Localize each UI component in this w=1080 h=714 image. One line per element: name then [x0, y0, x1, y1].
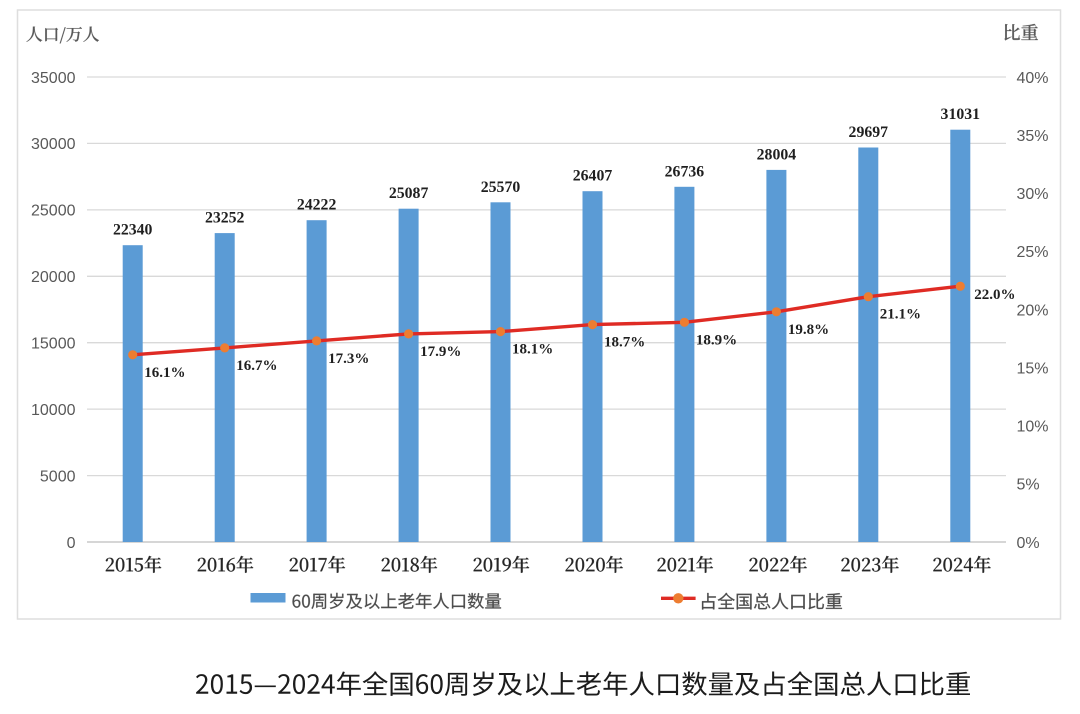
svg-text:18.7%: 18.7% — [604, 335, 645, 351]
svg-text:15000: 15000 — [31, 336, 76, 353]
svg-text:18.1%: 18.1% — [512, 342, 553, 358]
svg-text:29697: 29697 — [849, 124, 889, 141]
svg-text:18.9%: 18.9% — [696, 332, 737, 348]
svg-text:25%: 25% — [1017, 244, 1049, 261]
svg-text:19.8%: 19.8% — [788, 322, 829, 338]
svg-text:20%: 20% — [1017, 302, 1049, 319]
svg-text:26407: 26407 — [573, 168, 613, 185]
svg-text:5%: 5% — [1017, 477, 1040, 494]
svg-text:20000: 20000 — [31, 269, 76, 286]
svg-text:31031: 31031 — [941, 106, 981, 123]
svg-text:22.0%: 22.0% — [974, 287, 1015, 303]
svg-text:22340: 22340 — [113, 222, 153, 239]
svg-text:25570: 25570 — [481, 179, 521, 196]
svg-text:25087: 25087 — [389, 185, 429, 202]
svg-text:28004: 28004 — [757, 146, 797, 163]
svg-text:17.3%: 17.3% — [328, 351, 369, 367]
svg-text:16.7%: 16.7% — [236, 358, 277, 374]
svg-text:30%: 30% — [1017, 186, 1049, 203]
svg-text:26736: 26736 — [665, 163, 705, 180]
svg-text:10000: 10000 — [31, 402, 76, 419]
svg-text:30000: 30000 — [31, 136, 76, 153]
svg-text:15%: 15% — [1017, 360, 1049, 377]
svg-text:10%: 10% — [1017, 419, 1049, 436]
svg-text:5000: 5000 — [40, 468, 76, 485]
svg-text:35%: 35% — [1017, 128, 1049, 145]
svg-text:0%: 0% — [1017, 535, 1040, 552]
svg-text:40%: 40% — [1017, 70, 1049, 87]
svg-text:16.1%: 16.1% — [144, 365, 185, 381]
svg-text:25000: 25000 — [31, 203, 76, 220]
svg-text:21.1%: 21.1% — [880, 307, 921, 323]
svg-text:35000: 35000 — [31, 70, 76, 87]
svg-text:17.9%: 17.9% — [420, 344, 461, 360]
svg-text:0: 0 — [67, 535, 76, 552]
svg-text:24222: 24222 — [297, 197, 337, 214]
svg-text:23252: 23252 — [205, 210, 245, 227]
